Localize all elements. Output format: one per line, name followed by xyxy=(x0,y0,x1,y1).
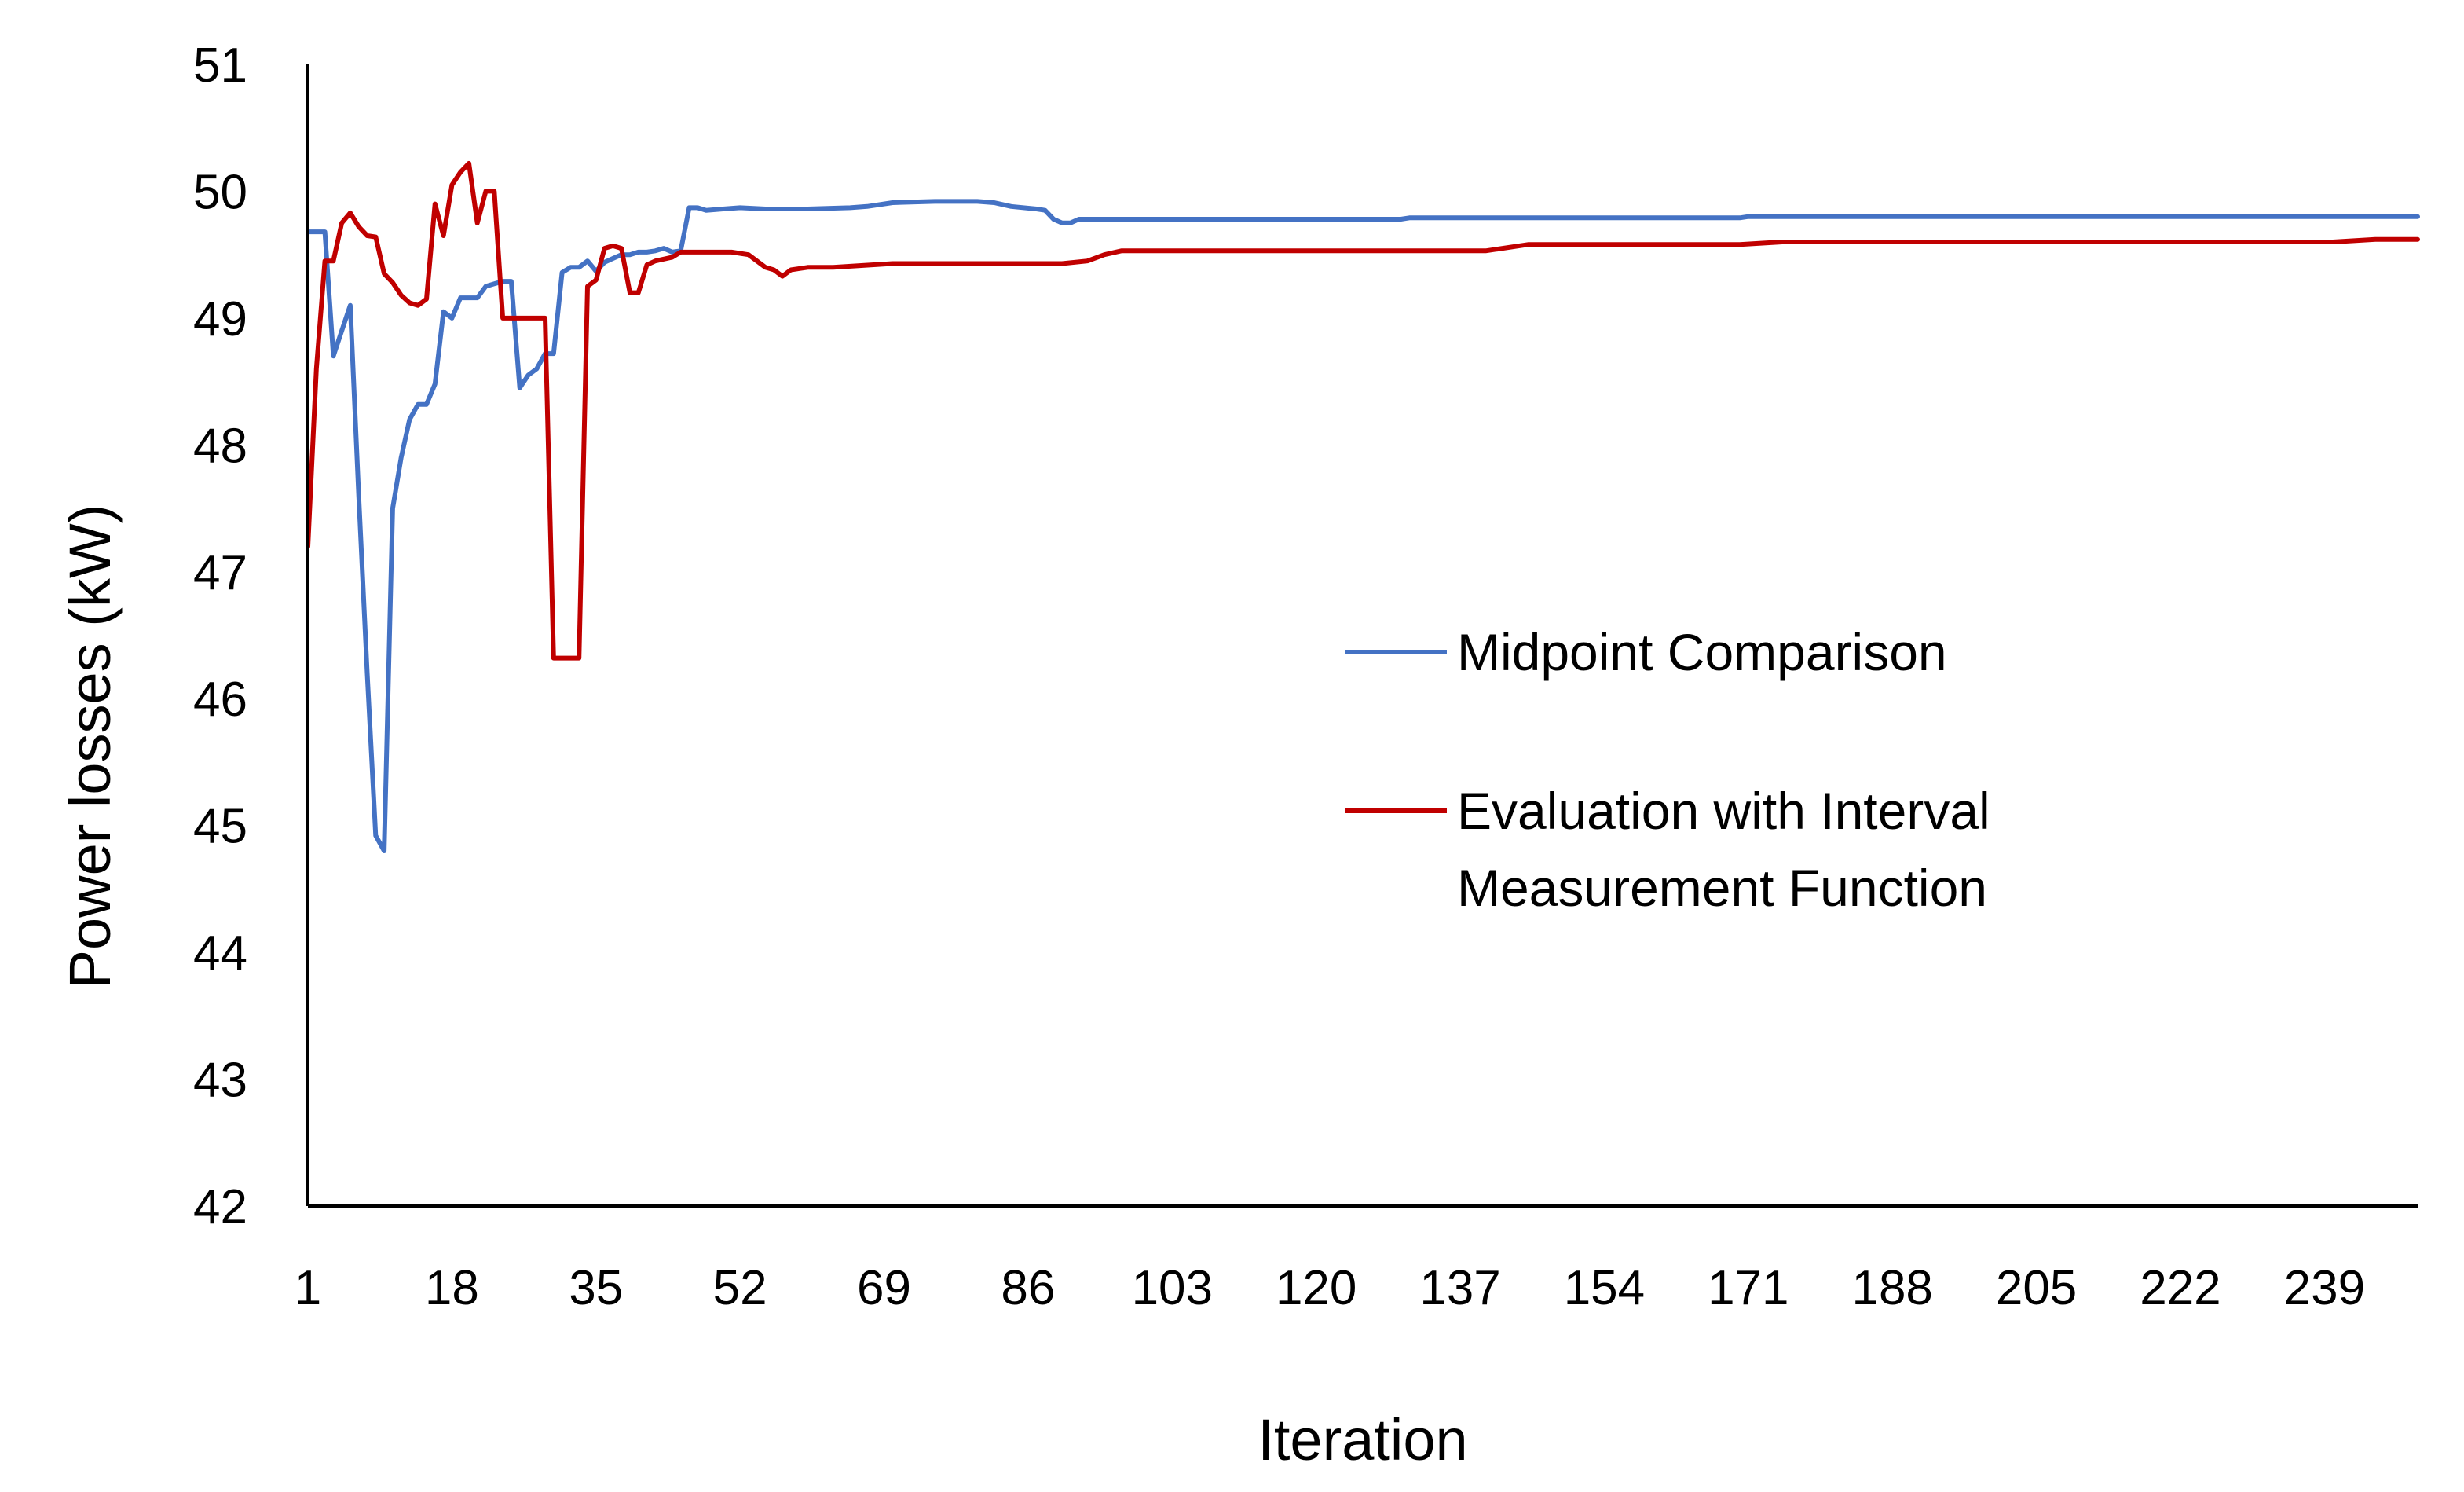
y-tick-label: 42 xyxy=(193,1180,247,1234)
y-tick-label: 43 xyxy=(193,1054,247,1108)
x-tick-label: 188 xyxy=(1851,1261,1932,1315)
x-tick-label: 222 xyxy=(2140,1261,2221,1315)
y-tick-label: 50 xyxy=(193,165,247,219)
x-tick-label: 1 xyxy=(295,1261,321,1315)
x-tick-labels: 1 18 35 52 69 86 103 120 137 154 171 188 205 222 239 xyxy=(295,1261,2365,1315)
x-tick-label: 69 xyxy=(857,1261,911,1315)
x-tick-label: 137 xyxy=(1419,1261,1500,1315)
y-tick-labels: 42 43 44 45 46 47 48 49 50 51 xyxy=(193,38,247,1234)
legend-label: Measurement Function xyxy=(1457,859,1987,917)
plot-series xyxy=(306,160,2420,853)
series-line-interval xyxy=(306,160,2420,661)
y-tick-label: 46 xyxy=(193,673,247,727)
legend-label: Midpoint Comparison xyxy=(1457,623,1947,681)
y-tick-label: 48 xyxy=(193,419,247,473)
x-tick-label: 86 xyxy=(1001,1261,1055,1315)
series-line-midpoint xyxy=(306,199,2420,853)
y-tick-label: 44 xyxy=(193,926,247,981)
x-tick-label: 239 xyxy=(2284,1261,2365,1315)
y-axis-title: Power losses (kW) xyxy=(57,504,123,989)
y-tick-label: 45 xyxy=(193,800,247,854)
x-tick-label: 120 xyxy=(1276,1261,1356,1315)
y-tick-label: 51 xyxy=(193,38,247,93)
x-tick-label: 154 xyxy=(1564,1261,1645,1315)
legend: Midpoint Comparison Evaluation with Inter… xyxy=(1345,623,1990,917)
y-tick-label: 49 xyxy=(193,292,247,346)
x-tick-label: 103 xyxy=(1132,1261,1213,1315)
y-tick-label: 47 xyxy=(193,546,247,600)
x-tick-label: 52 xyxy=(713,1261,767,1315)
x-axis-title: Iteration xyxy=(1258,1407,1467,1472)
legend-label: Evaluation with Interval xyxy=(1457,782,1990,840)
x-tick-label: 205 xyxy=(1996,1261,2077,1315)
x-tick-label: 35 xyxy=(569,1261,623,1315)
x-tick-label: 18 xyxy=(425,1261,479,1315)
x-tick-label: 171 xyxy=(1708,1261,1789,1315)
